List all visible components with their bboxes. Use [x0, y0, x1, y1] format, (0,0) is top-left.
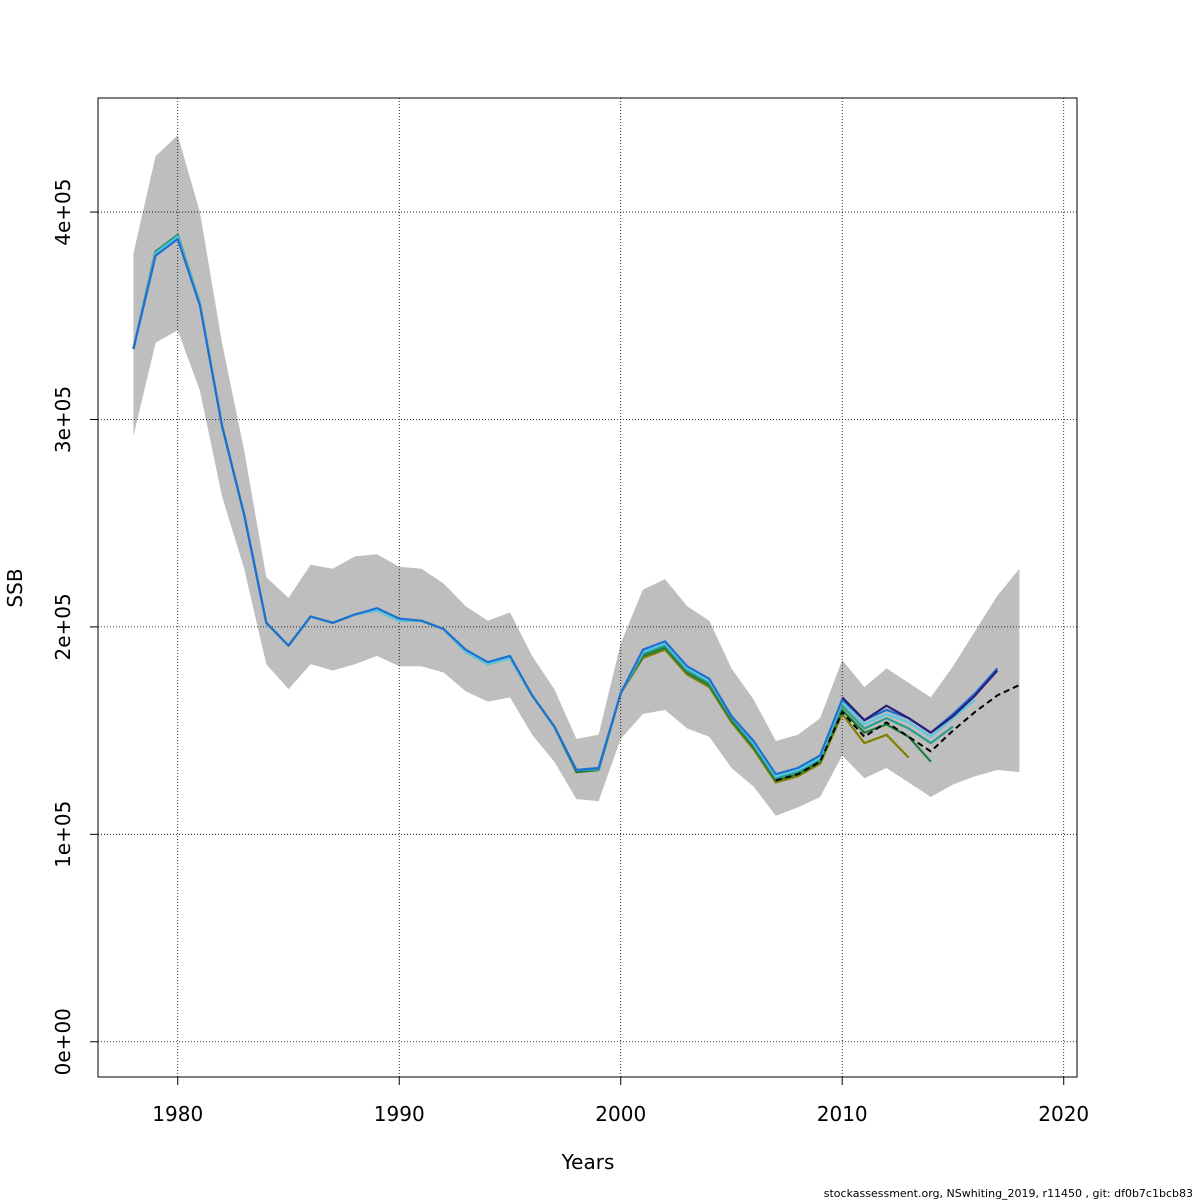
axis-layer: 1980 1990 2000 2010 2020 0e+00 1e+05 2e+05 3e+05… — [51, 178, 1089, 1126]
y-tick-label: 1e+05 — [51, 801, 75, 868]
y-tick-label: 3e+05 — [51, 386, 75, 453]
grid-layer — [98, 98, 1077, 1077]
x-tick-label: 2020 — [1038, 1102, 1089, 1126]
footer-text: stockassessment.org, NSwhiting_2019, r11… — [824, 1187, 1193, 1200]
confidence-band-layer — [133, 135, 1020, 816]
y-axis-title: SSB — [3, 568, 27, 607]
y-tick-label: 0e+00 — [51, 1008, 75, 1075]
x-tick-label: 2000 — [595, 1102, 646, 1126]
series-line-base-run — [775, 684, 1020, 782]
series-line-peel-0 — [841, 669, 999, 734]
series-layer — [132, 233, 1020, 784]
confidence-band — [133, 135, 1020, 816]
y-tick-label: 2e+05 — [51, 593, 75, 660]
x-tick-label: 1990 — [374, 1102, 425, 1126]
x-tick-label: 2010 — [817, 1102, 868, 1126]
x-tick-label: 1980 — [152, 1102, 203, 1126]
x-axis-title: Years — [561, 1150, 615, 1174]
y-tick-label: 4e+05 — [51, 178, 75, 245]
plot-frame — [97, 97, 1078, 1078]
